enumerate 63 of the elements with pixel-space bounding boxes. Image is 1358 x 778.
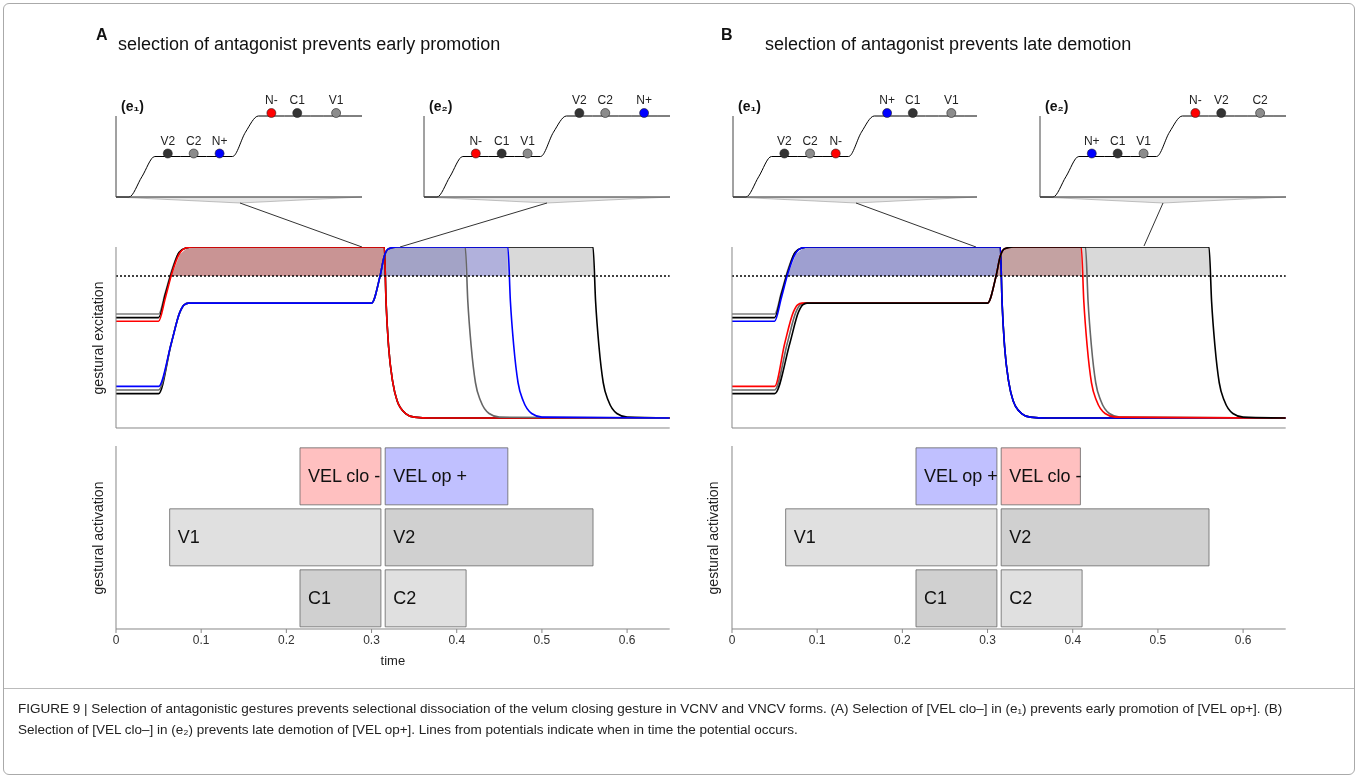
- annotation: N-: [829, 133, 843, 148]
- x-tick-label: 0.3: [978, 632, 996, 647]
- annotation: C2: [186, 133, 202, 148]
- annotation: V2: [1213, 93, 1229, 107]
- series-label: VEL clo -: [1008, 466, 1081, 487]
- x-tick-label: 0.1: [808, 632, 826, 647]
- annotation: C2: [597, 93, 614, 107]
- x-tick-label: 0: [728, 632, 736, 647]
- series-label: V1: [177, 527, 200, 548]
- x-tick-label: 0.5: [533, 632, 551, 647]
- chart-title: selection of antagonist prevents early promotion: [118, 34, 501, 55]
- caption: FIGURE 9 | Selection of antagonistic gestures prevents selectional dissociation of the velum closing gesture in VCNV and VNCV forms. (A) Selection of [VEL clo–] in (e₁) prevents early promotion of [VEL op+]. (B) Selection of [VEL clo–] in (e₂) prevents late demotion of [VEL op+]. Lines from potentials indicate when in time the potential occurs.: [18, 700, 1284, 739]
- x-axis-title: time: [379, 653, 407, 668]
- annotation: V1: [520, 133, 536, 148]
- annotation: V1: [1136, 133, 1152, 148]
- annotation: N+: [879, 93, 895, 107]
- text: A: [96, 26, 108, 44]
- annotation: N-: [265, 93, 278, 107]
- annotation: C2: [802, 133, 819, 148]
- series-label: C2: [393, 588, 417, 609]
- annotation: V2: [777, 133, 793, 148]
- series-label: VEL clo -: [307, 466, 381, 487]
- x-tick-label: 0.6: [1234, 632, 1252, 647]
- y-axis-title: gestural activation: [704, 480, 722, 596]
- text: B: [721, 26, 733, 44]
- x-tick-label: 0.5: [1149, 632, 1167, 647]
- chart-title: selection of antagonist prevents late demotion: [765, 34, 1132, 55]
- annotation: N+: [211, 133, 228, 148]
- chart-subtitle: (e₂): [429, 98, 453, 114]
- x-tick-label: 0.3: [363, 632, 381, 647]
- annotation: N+: [636, 93, 652, 107]
- x-tick-label: 0.1: [192, 632, 210, 647]
- annotation: N-: [1189, 93, 1202, 107]
- x-tick-label: 0.6: [618, 632, 636, 647]
- annotation: N+: [1083, 133, 1100, 148]
- series-label: C2: [1008, 588, 1032, 609]
- x-tick-label: 0.2: [278, 632, 296, 647]
- series-label: C1: [923, 588, 947, 609]
- chart-subtitle: (e₁): [121, 98, 144, 114]
- series-label: V1: [793, 527, 816, 548]
- series-label: VEL op +: [923, 466, 998, 487]
- annotation: V2: [160, 133, 176, 148]
- annotation: C1: [289, 93, 306, 107]
- x-tick-label: 0.4: [448, 632, 466, 647]
- series-label: VEL op +: [393, 466, 468, 487]
- x-tick-label: 0: [112, 632, 120, 647]
- series-label: V2: [393, 527, 416, 548]
- annotation: N-: [469, 133, 483, 148]
- annotation: C1: [494, 133, 510, 148]
- annotation: C1: [1110, 133, 1126, 148]
- chart-subtitle: (e₂): [1045, 98, 1069, 114]
- annotation: V2: [572, 93, 588, 107]
- series-label: V2: [1008, 527, 1031, 548]
- annotation: C1: [905, 93, 921, 107]
- annotation: C2: [1252, 93, 1269, 107]
- y-axis-title: gestural excitation: [89, 280, 107, 396]
- annotation: V1: [328, 93, 344, 107]
- series-label: C1: [307, 588, 331, 609]
- x-tick-label: 0.4: [1063, 632, 1081, 647]
- x-tick-label: 0.2: [893, 632, 911, 647]
- chart-subtitle: (e₁): [738, 98, 761, 114]
- y-axis-title: gestural activation: [89, 480, 107, 596]
- annotation: V1: [943, 93, 959, 107]
